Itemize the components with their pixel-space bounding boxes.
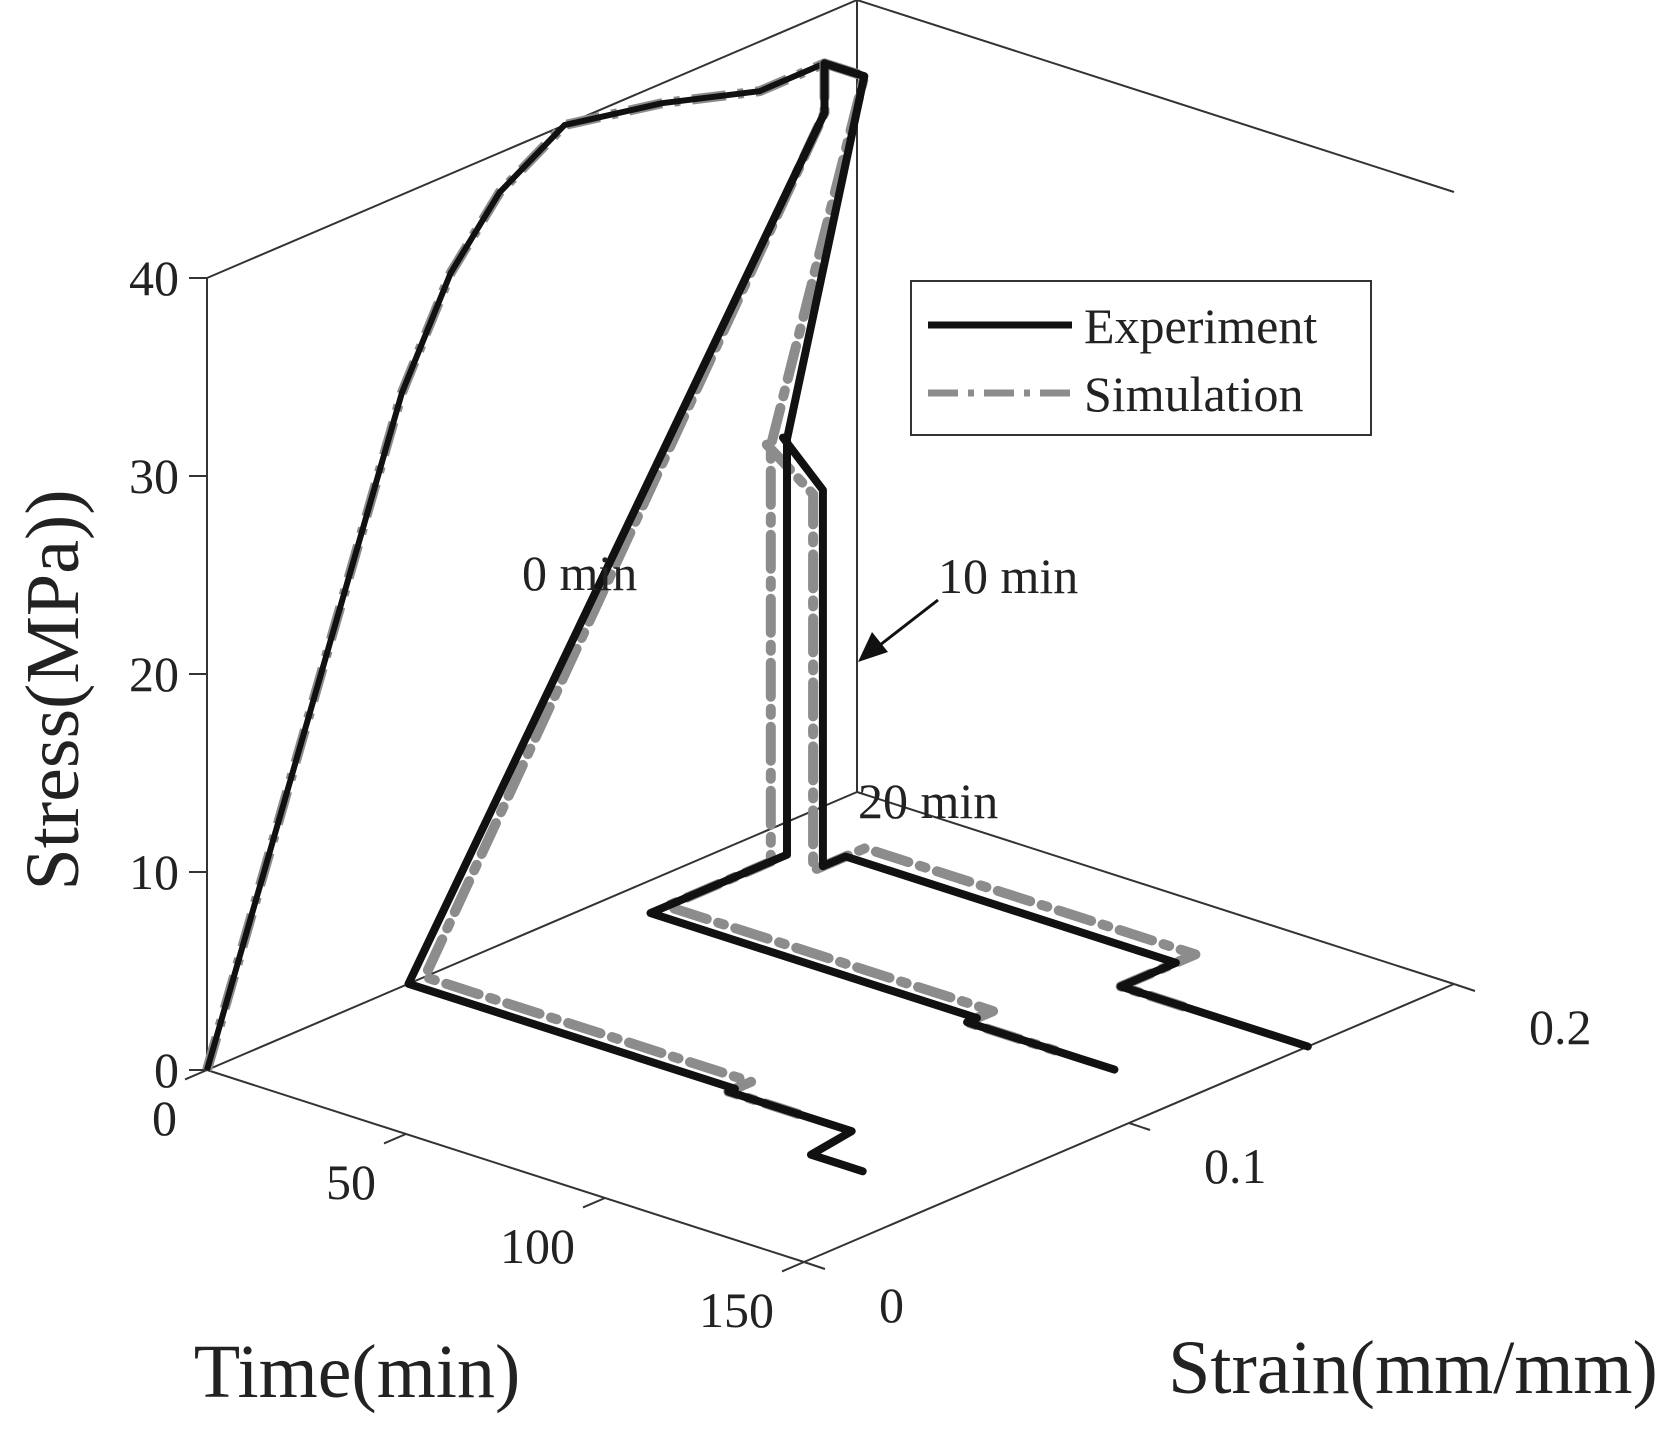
x-tick-label: 150: [699, 1282, 774, 1338]
z-axis-title: Stress(MPa)): [11, 489, 95, 890]
x-tick-mark: [383, 1133, 407, 1145]
legend-box: [910, 280, 1372, 436]
annotation-20-min: 20 min: [858, 773, 998, 829]
experiment-line-20-min: [779, 433, 1312, 1051]
annotation-10-min: 10 min: [938, 548, 1078, 604]
annotation-10-min-arrow-line: [879, 598, 939, 647]
experiment-line-10-min: [646, 59, 1119, 1074]
x-tick-label: 0: [152, 1090, 177, 1146]
z-tick-label: 0: [154, 1042, 179, 1098]
y-tick-mark: [1128, 1122, 1151, 1131]
loading-curve-experiment: [204, 60, 826, 1071]
data-curves: [202, 58, 1312, 1176]
z-tick-label: 10: [129, 844, 179, 900]
annotation-10-min-arrowhead: [858, 632, 888, 662]
y-tick-mark: [1453, 983, 1476, 992]
y-axis-title: Strain(mm/mm): [1168, 1326, 1658, 1410]
x-axis-title: Time(min): [194, 1330, 521, 1414]
z-tick-label: 20: [129, 646, 179, 702]
axis-ticks: 0 10 20 30 40 0 50 100 150 0 0.1 0.2: [129, 250, 1592, 1338]
x-tick-label: 50: [326, 1154, 376, 1210]
box-edge: [206, 1069, 805, 1263]
x-tick-mark: [184, 1069, 208, 1081]
x-tick-label: 100: [500, 1218, 575, 1274]
legend-label-experiment: Experiment: [1084, 298, 1317, 354]
x-tick-mark: [781, 1261, 805, 1273]
box-edge: [206, 791, 858, 1071]
legend: Experiment Simulation: [910, 280, 1372, 436]
annotation-0-min: 0 min: [522, 545, 637, 601]
loading-curve-simulation: [202, 58, 827, 1072]
axes-box: [206, 0, 1455, 1263]
y-tick-label: 0: [879, 1277, 904, 1333]
box-edge: [856, 0, 1455, 193]
z-tick-label: 40: [129, 250, 179, 306]
legend-label-simulation: Simulation: [1084, 366, 1303, 422]
y-tick-label: 0.2: [1529, 999, 1592, 1055]
y-tick-label: 0.1: [1204, 1138, 1267, 1194]
z-tick-label: 30: [129, 448, 179, 504]
box-edge: [206, 0, 858, 279]
experiment-line-0-min: [404, 59, 867, 1176]
simulation-line-20-min: [761, 439, 1201, 1014]
y-tick-mark: [803, 1261, 826, 1270]
box-edge: [856, 791, 1455, 985]
x-tick-mark: [582, 1197, 606, 1209]
